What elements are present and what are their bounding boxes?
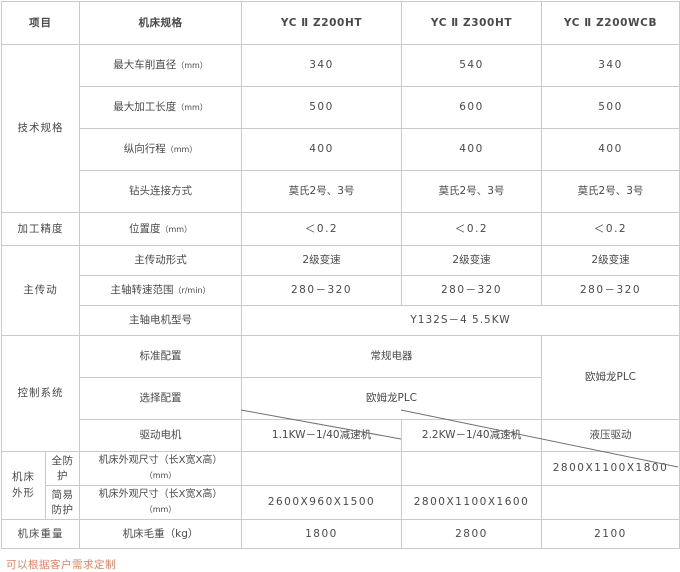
cell-value-plc-third: 欧姆龙PLC: [541, 335, 680, 420]
cell-value: 600: [401, 86, 542, 129]
group-label-main-drive: 主传动: [1, 245, 80, 336]
cell-value: 2800X1100X1600: [401, 485, 542, 520]
table-row: 加工精度 位置度（mm） ＜0.2 ＜0.2 ＜0.2: [1, 212, 680, 246]
cell-value: 280－320: [241, 275, 402, 306]
param-label: 纵向行程（mm）: [79, 128, 242, 171]
param-label: 钻头连接方式: [79, 170, 242, 213]
table-header-row: 项目 机床规格 YC Ⅱ Z200HT YC Ⅱ Z300HT YC Ⅱ Z20…: [1, 1, 680, 45]
cell-value: 2级变速: [241, 245, 402, 276]
table-row: 最大加工长度（mm） 500 600 500: [2, 86, 680, 129]
cell-value: 500: [241, 86, 402, 129]
cell-value: 莫氏2号、3号: [241, 170, 402, 213]
header-item-label: 项目: [1, 1, 80, 45]
param-label: 驱动电机: [79, 419, 242, 452]
machine-spec-table: 项目 机床规格 YC Ⅱ Z200HT YC Ⅱ Z300HT YC Ⅱ Z20…: [1, 1, 680, 549]
cell-value-empty: [241, 451, 402, 486]
cell-value: 340: [541, 44, 680, 87]
param-label: 主传动形式: [79, 245, 242, 276]
cell-value: 2600X960X1500: [241, 485, 402, 520]
table-row: 驱动电机 1.1KW－1/40减速机 2.2KW－1/40减速机 液压驱动: [2, 419, 680, 452]
table-row: 机床重量 机床毛重（kg） 1800 2800 2100: [1, 519, 680, 549]
cell-value: ＜0.2: [241, 212, 402, 246]
cell-value: 2.2KW－1/40减速机: [401, 419, 542, 452]
cell-value: 400: [401, 128, 542, 171]
cell-value: 2级变速: [401, 245, 542, 276]
table-row: 技术规格 最大车削直径（mm） 340 540 340: [1, 44, 680, 213]
footer-note: 可以根据客户需求定制: [6, 559, 116, 571]
cell-value: 1.1KW－1/40减速机: [241, 419, 402, 452]
cell-value: ＜0.2: [541, 212, 680, 246]
param-label: 选择配置: [79, 377, 242, 420]
cell-value: 2100: [541, 519, 680, 549]
table-row: 控制系统 标准配置 常规电器 欧姆龙PLC: [1, 335, 680, 452]
subgroup-label-simple-guard: 简易防护: [45, 485, 80, 520]
cell-value: 280－320: [541, 275, 680, 306]
table-row: 机床 外形 全防护 机床外观尺寸（长X宽X高） （mm） 2800X1100X180…: [1, 451, 680, 520]
header-model-3: YC Ⅱ Z200WCB: [541, 1, 680, 45]
header-spec-label: 机床规格: [79, 1, 242, 45]
cell-value-standard-config: 常规电器: [241, 335, 542, 378]
subgroup-label-full-guard: 全防护: [45, 451, 80, 486]
table-row: 钻头连接方式 莫氏2号、3号 莫氏2号、3号 莫氏2号、3号: [2, 170, 680, 213]
param-label: 机床外观尺寸（长X宽X高） （mm）: [79, 485, 242, 520]
group-label-control: 控制系统: [1, 335, 80, 452]
cell-value: 莫氏2号、3号: [541, 170, 680, 213]
cell-value: 液压驱动: [541, 419, 680, 452]
header-model-1: YC Ⅱ Z200HT: [241, 1, 402, 45]
param-label: 最大车削直径（mm）: [79, 44, 242, 87]
param-label: 机床毛重（kg）: [79, 519, 242, 549]
cell-value-empty: [401, 451, 542, 486]
cell-value: 400: [241, 128, 402, 171]
cell-value: 500: [541, 86, 680, 129]
group-label-accuracy: 加工精度: [1, 212, 80, 246]
cell-value: 莫氏2号、3号: [401, 170, 542, 213]
group-label-tech: 技术规格: [1, 44, 80, 213]
cell-value-optional-config: 欧姆龙PLC: [241, 377, 542, 420]
table-row: 简易防护 机床外观尺寸（长X宽X高） （mm） 2600X960X1500 280…: [2, 485, 680, 520]
cell-value: 540: [401, 44, 542, 87]
cell-value: 2800X1100X1800: [541, 451, 680, 486]
cell-value: ＜0.2: [401, 212, 542, 246]
param-label: 最大加工长度（mm）: [79, 86, 242, 129]
table-row: 主传动 主传动形式 2级变速 2级变速 2级变速: [1, 245, 680, 336]
param-label: 标准配置: [79, 335, 242, 378]
cell-value: 280－320: [401, 275, 542, 306]
param-label: 位置度（mm）: [79, 212, 242, 246]
table-row: 纵向行程（mm） 400 400 400: [2, 128, 680, 171]
cell-value-motor: Y132S－4 5.5KW: [241, 305, 680, 336]
param-label: 主轴电机型号: [79, 305, 242, 336]
param-label: 主轴转速范围（r/min）: [79, 275, 242, 306]
cell-value: 340: [241, 44, 402, 87]
table-row: 主轴转速范围（r/min） 280－320 280－320 280－320: [2, 275, 680, 306]
cell-value-empty: [541, 485, 680, 520]
header-model-2: YC Ⅱ Z300HT: [401, 1, 542, 45]
cell-value: 2级变速: [541, 245, 680, 276]
group-label-machine-shape: 机床 外形: [1, 451, 46, 520]
cell-value: 2800: [401, 519, 542, 549]
param-label: 机床外观尺寸（长X宽X高） （mm）: [79, 451, 242, 486]
group-label-weight: 机床重量: [1, 519, 80, 549]
cell-value: 400: [541, 128, 680, 171]
cell-value: 1800: [241, 519, 402, 549]
table-row: 主轴电机型号 Y132S－4 5.5KW: [2, 305, 680, 336]
